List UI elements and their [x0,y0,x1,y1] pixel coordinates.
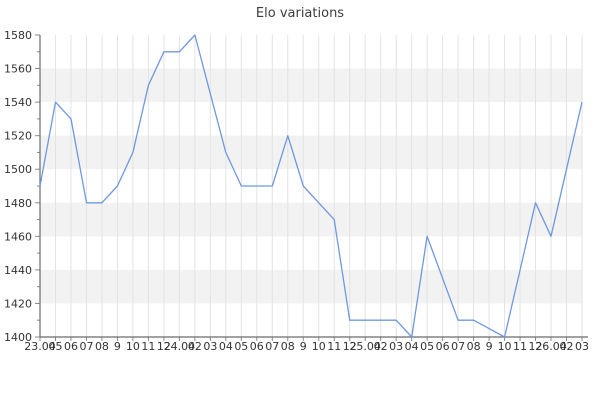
y-tick-label: 1560 [4,63,32,76]
y-tick-label: 1420 [4,297,32,310]
x-tick-label: 02 [560,340,574,353]
x-tick-label: 26.04 [535,340,567,353]
x-tick-label: 03 [575,340,589,353]
y-tick-label: 1460 [4,230,32,243]
elo-line-series [39,34,583,338]
x-tick-label: 04 [219,340,233,353]
y-tick-label: 1520 [4,130,32,143]
x-tick-label: 03 [389,340,403,353]
x-tick-label: 08 [95,340,109,353]
x-tick-label: 07 [265,340,279,353]
x-tick-label: 12 [157,340,171,353]
x-tick-label: 12 [529,340,543,353]
x-tick-label: 06 [64,340,78,353]
x-tick-label: 07 [79,340,93,353]
x-tick-label: 02 [374,340,388,353]
y-tick-label: 1540 [4,96,32,109]
y-tick-label: 1500 [4,163,32,176]
x-tick-label: 07 [451,340,465,353]
chart-title: Elo variations [255,6,345,21]
y-tick-label: 1480 [4,197,32,210]
background-band [40,68,582,103]
x-tick-label: 02 [188,340,202,353]
x-tick-label: 10 [498,340,512,353]
y-tick-label: 1440 [4,264,32,277]
x-tick-label: 06 [250,340,264,353]
x-tick-label: 05 [234,340,248,353]
y-tick-label: 1400 [4,331,32,344]
background-band [40,135,582,170]
x-tick-label: 23.04 [24,340,56,353]
x-tick-label: 9 [300,340,307,353]
x-tick-label: 11 [141,340,155,353]
x-tick-label: 05 [420,340,434,353]
background-band [40,269,582,304]
x-tick-label: 10 [126,340,140,353]
x-tick-label: 03 [203,340,217,353]
x-tick-label: 11 [513,340,527,353]
x-tick-label: 08 [467,340,481,353]
x-tick-label: 12 [343,340,357,353]
x-tick-label: 11 [327,340,341,353]
x-tick-label: 10 [312,340,326,353]
x-tick-label: 25.04 [349,340,381,353]
x-tick-label: 06 [436,340,450,353]
x-tick-label: 9 [486,340,493,353]
x-tick-label: 08 [281,340,295,353]
x-tick-label: 05 [48,340,62,353]
y-tick-label: 1580 [4,29,32,42]
x-tick-label: 04 [405,340,419,353]
background-band [40,202,582,237]
x-tick-label: 9 [114,340,121,353]
x-tick-label: 24.04 [164,340,196,353]
